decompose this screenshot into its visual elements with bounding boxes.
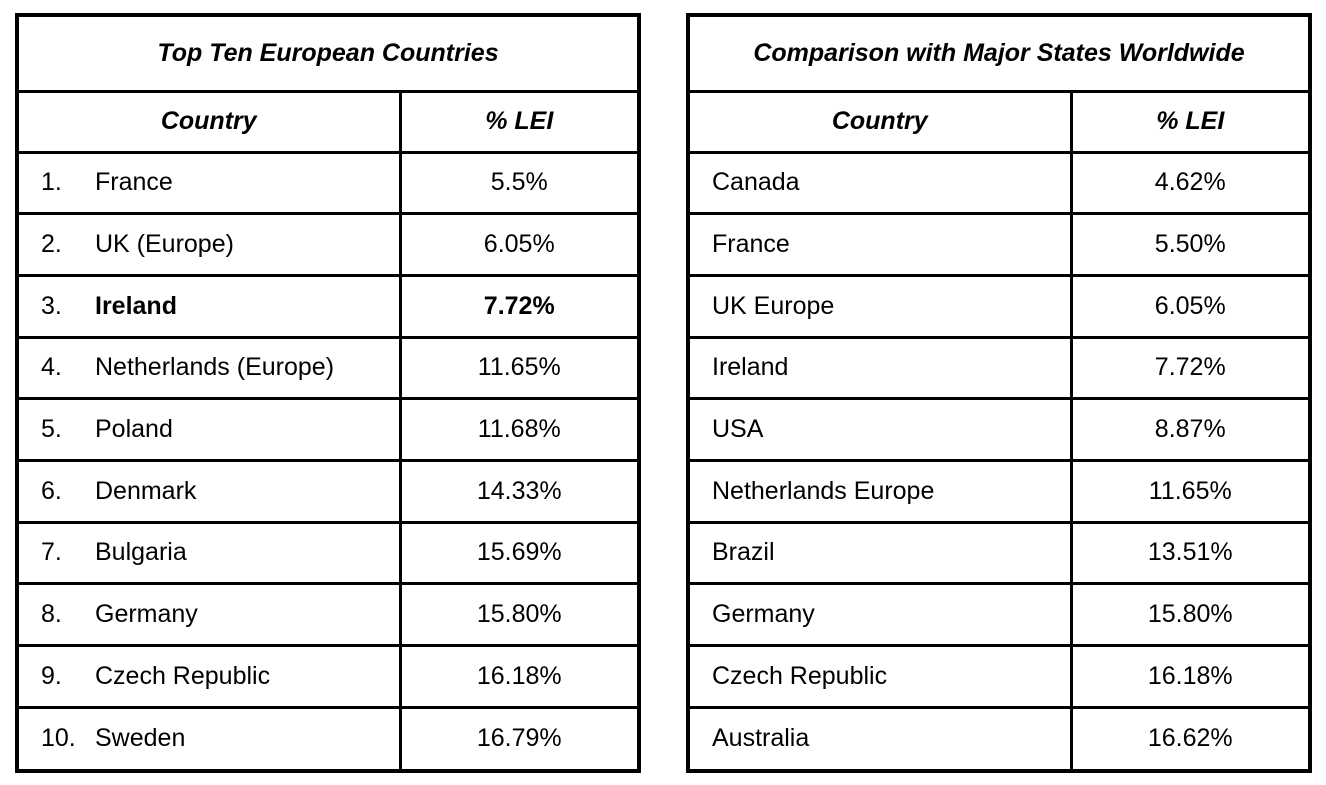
table-header-row: Country % LEI: [690, 89, 1308, 154]
table-row: 6. Denmark 14.33%: [19, 458, 637, 524]
country-cell: 1. France: [19, 150, 402, 216]
column-header-country: Country: [19, 89, 402, 154]
country-cell: 8. Germany: [19, 582, 402, 647]
table-row: UK Europe 6.05%: [690, 273, 1308, 339]
rank-number: 2.: [41, 230, 62, 259]
table-row: 7. Bulgaria 15.69%: [19, 520, 637, 586]
european-countries-grid: Top Ten European Countries Country % LEI…: [19, 17, 637, 769]
rank-number: 6.: [41, 476, 62, 505]
table-row: 4. Netherlands (Europe) 11.65%: [19, 335, 637, 401]
country-name: Germany: [95, 600, 198, 629]
rank-number: 10.: [41, 724, 76, 753]
country-name: UK (Europe): [95, 230, 234, 259]
lei-value: 15.80%: [1069, 582, 1308, 647]
lei-value: 16.18%: [398, 644, 637, 709]
table-row: 2. UK (Europe) 6.05%: [19, 212, 637, 277]
lei-value: 7.72%: [1069, 335, 1308, 401]
rank-number: 7.: [41, 538, 62, 567]
country-name: Bulgaria: [95, 538, 187, 567]
country-cell: 2. UK (Europe): [19, 212, 402, 277]
table-row: 8. Germany 15.80%: [19, 582, 637, 647]
lei-value: 4.62%: [1069, 150, 1308, 216]
country-cell: 5. Poland: [19, 397, 402, 462]
country-cell: 6. Denmark: [19, 458, 402, 524]
lei-value: 13.51%: [1069, 520, 1308, 586]
table-header-row: Country % LEI: [19, 89, 637, 154]
table-row: Netherlands Europe 11.65%: [690, 458, 1308, 524]
rank-number: 5.: [41, 415, 62, 444]
table-title: Comparison with Major States Worldwide: [690, 17, 1308, 93]
lei-value: 11.65%: [1069, 458, 1308, 524]
country-name: Canada: [690, 150, 1073, 216]
lei-value: 14.33%: [398, 458, 637, 524]
worldwide-comparison-table: Comparison with Major States Worldwide C…: [686, 13, 1312, 773]
lei-value: 6.05%: [398, 212, 637, 277]
lei-value: 11.65%: [398, 335, 637, 401]
table-row: 1. France 5.5%: [19, 150, 637, 216]
lei-value: 5.50%: [1069, 212, 1308, 277]
country-name: USA: [690, 397, 1073, 462]
lei-value-highlighted: 7.72%: [398, 273, 637, 339]
lei-value: 11.68%: [398, 397, 637, 462]
table-row: 5. Poland 11.68%: [19, 397, 637, 462]
table-row: 10. Sweden 16.79%: [19, 705, 637, 769]
rank-number: 3.: [41, 291, 62, 320]
rank-number: 9.: [41, 661, 62, 690]
table-row: Australia 16.62%: [690, 705, 1308, 769]
lei-value: 8.87%: [1069, 397, 1308, 462]
country-name: Brazil: [690, 520, 1073, 586]
column-header-country: Country: [690, 89, 1073, 154]
country-name: Germany: [690, 582, 1073, 647]
table-row: Canada 4.62%: [690, 150, 1308, 216]
country-name: France: [95, 168, 173, 197]
worldwide-comparison-grid: Comparison with Major States Worldwide C…: [690, 17, 1308, 769]
country-name: Ireland: [690, 335, 1073, 401]
column-header-lei: % LEI: [398, 89, 637, 154]
lei-value: 15.80%: [398, 582, 637, 647]
country-name: Netherlands Europe: [690, 458, 1073, 524]
country-cell: 9. Czech Republic: [19, 644, 402, 709]
table-title-row: Comparison with Major States Worldwide: [690, 17, 1308, 93]
lei-value: 16.18%: [1069, 644, 1308, 709]
country-name: Czech Republic: [690, 644, 1073, 709]
rank-number: 4.: [41, 353, 62, 382]
table-row-highlighted: 3. Ireland 7.72%: [19, 273, 637, 339]
country-name-highlighted: Ireland: [95, 291, 177, 320]
rank-number: 8.: [41, 600, 62, 629]
table-title: Top Ten European Countries: [19, 17, 637, 93]
lei-value: 5.5%: [398, 150, 637, 216]
lei-value: 16.62%: [1069, 705, 1308, 769]
country-cell: 10. Sweden: [19, 705, 402, 769]
country-cell: 3. Ireland: [19, 273, 402, 339]
table-row: Brazil 13.51%: [690, 520, 1308, 586]
country-cell: 4. Netherlands (Europe): [19, 335, 402, 401]
table-row: Ireland 7.72%: [690, 335, 1308, 401]
country-cell: 7. Bulgaria: [19, 520, 402, 586]
lei-value: 16.79%: [398, 705, 637, 769]
country-name: Netherlands (Europe): [95, 353, 335, 382]
table-row: Germany 15.80%: [690, 582, 1308, 647]
lei-value: 15.69%: [398, 520, 637, 586]
country-name: Poland: [95, 415, 173, 444]
lei-value: 6.05%: [1069, 273, 1308, 339]
rank-number: 1.: [41, 168, 62, 197]
table-row: USA 8.87%: [690, 397, 1308, 462]
country-name: Australia: [690, 705, 1073, 769]
country-name: Czech Republic: [95, 661, 271, 690]
country-name: Sweden: [95, 724, 186, 753]
column-header-lei: % LEI: [1069, 89, 1308, 154]
table-row: 9. Czech Republic 16.18%: [19, 644, 637, 709]
table-title-row: Top Ten European Countries: [19, 17, 637, 93]
country-name: UK Europe: [690, 273, 1073, 339]
european-countries-table: Top Ten European Countries Country % LEI…: [15, 13, 641, 773]
table-row: France 5.50%: [690, 212, 1308, 277]
table-row: Czech Republic 16.18%: [690, 644, 1308, 709]
country-name: Denmark: [95, 476, 197, 505]
country-name: France: [690, 212, 1073, 277]
